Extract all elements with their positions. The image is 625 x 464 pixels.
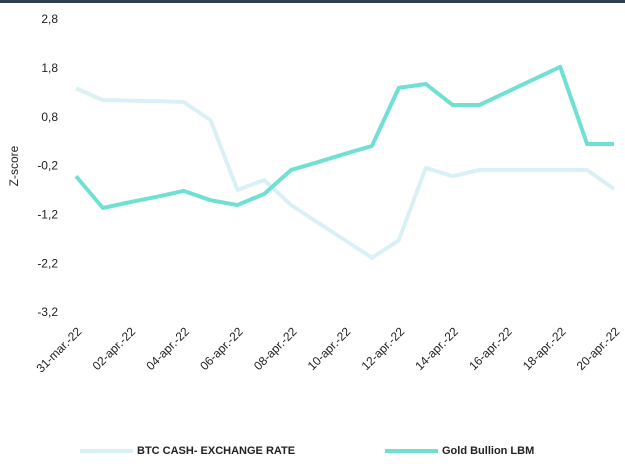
y-tick-label: 0,8: [41, 110, 58, 124]
series-line: [75, 86, 616, 260]
y-tick-label: -0,2: [37, 159, 58, 173]
legend-label: Gold Bullion LBM: [442, 445, 534, 457]
x-tick-label: 08-apr.-22: [251, 324, 300, 373]
legend-label: BTC CASH- EXCHANGE RATE: [137, 445, 295, 457]
series-line: [74, 64, 614, 211]
x-tick-label: 06-apr.-22: [197, 324, 246, 373]
x-tick-label: 18-apr.-22: [520, 324, 569, 373]
x-tick-label: 12-apr.-22: [359, 324, 408, 373]
x-tick-label: 20-apr.-22: [574, 324, 623, 373]
y-tick-label: -3,2: [37, 305, 58, 319]
x-tick-label: 16-apr.-22: [466, 324, 515, 373]
x-tick-label: 02-apr.-22: [90, 324, 139, 373]
y-tick-label: -2,2: [37, 256, 58, 270]
y-axis-label: Z-score: [7, 145, 21, 186]
x-tick-label: 10-apr.-22: [305, 324, 354, 373]
x-tick-label: 14-apr.-22: [412, 324, 461, 373]
x-tick-label: 31-mar.-22: [33, 324, 84, 375]
y-tick-label: 2,8: [41, 12, 58, 26]
y-tick-label: 1,8: [41, 61, 58, 75]
x-tick-label: 04-apr.-22: [143, 324, 192, 373]
y-tick-label: -1,2: [37, 208, 58, 222]
